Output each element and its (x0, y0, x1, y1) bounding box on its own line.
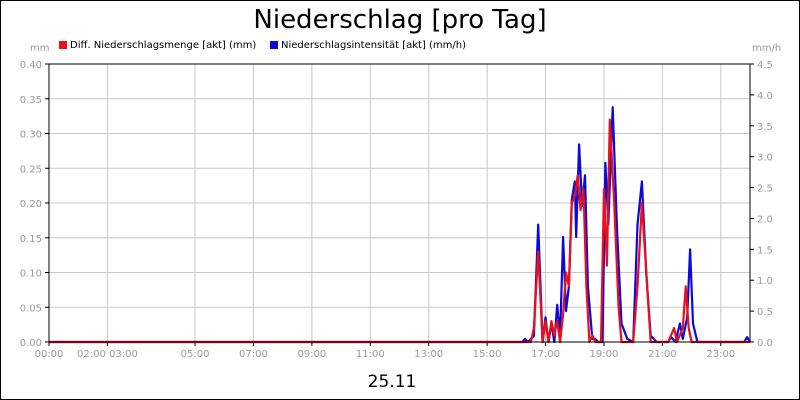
right-axis-unit: mm/h (752, 43, 781, 54)
right-tick-label: 2.0 (757, 214, 773, 225)
right-tick-label: 1.5 (757, 245, 773, 256)
x-tick-label: 17:00 (531, 349, 560, 360)
left-axis-unit: mm (30, 43, 49, 54)
x-tick-label: 21:00 (648, 349, 677, 360)
legend: Diff. Niederschlagsmenge [akt] (mm) Nied… (59, 40, 466, 51)
grid (48, 63, 750, 343)
left-tick-label: 0.25 (20, 164, 42, 175)
chart-title: Niederschlag [pro Tag] (253, 5, 546, 35)
right-axis-ticks: 0.0 0.5 1.0 1.5 2.0 2.5 3.0 3.5 4.0 4.5 (750, 60, 773, 349)
x-tick-label: 07:00 (239, 349, 268, 360)
x-tick-label: 00:00 (35, 349, 64, 360)
x-tick-label: 13:00 (414, 349, 443, 360)
x-axis-ticks: 00:00 02:00 03:00 05:00 07:00 09:00 11:00 13:0… (35, 342, 735, 360)
right-tick-label: 3.0 (757, 153, 773, 164)
left-tick-label: 0.05 (20, 303, 42, 314)
right-tick-label: 3.5 (757, 122, 773, 133)
legend-label-mm: Diff. Niederschlagsmenge [akt] (mm) (70, 40, 256, 51)
plot-area (48, 63, 751, 343)
left-tick-label: 0.40 (20, 60, 42, 71)
x-tick-label: 02:00 03:00 (77, 349, 138, 360)
legend-label-mmh: Niederschlagsintensität [akt] (mm/h) (281, 40, 466, 51)
x-tick-label: 05:00 (181, 349, 210, 360)
right-tick-label: 4.0 (757, 91, 773, 102)
left-tick-label: 0.20 (20, 199, 42, 210)
x-tick-label: 11:00 (356, 349, 385, 360)
x-tick-label: 23:00 (706, 349, 735, 360)
x-tick-label: 09:00 (297, 349, 326, 360)
right-tick-label: 1.0 (757, 276, 773, 287)
right-tick-label: 0.5 (757, 307, 773, 318)
legend-swatch-blue (270, 41, 278, 49)
left-axis-ticks: 0.00 0.05 0.10 0.15 0.20 0.25 0.30 0.35 0.40 (20, 60, 49, 349)
left-tick-label: 0.15 (20, 234, 42, 245)
legend-swatch-red (59, 41, 67, 49)
right-tick-label: 2.5 (757, 184, 773, 195)
left-tick-label: 0.00 (20, 338, 42, 349)
left-tick-label: 0.35 (20, 95, 42, 106)
right-tick-label: 4.5 (757, 60, 773, 71)
x-tick-label: 19:00 (590, 349, 619, 360)
left-tick-label: 0.30 (20, 130, 42, 141)
right-tick-label: 0.0 (757, 338, 773, 349)
date-label: 25.11 (368, 372, 417, 392)
x-tick-label: 15:00 (473, 349, 502, 360)
left-tick-label: 0.10 (20, 269, 42, 280)
